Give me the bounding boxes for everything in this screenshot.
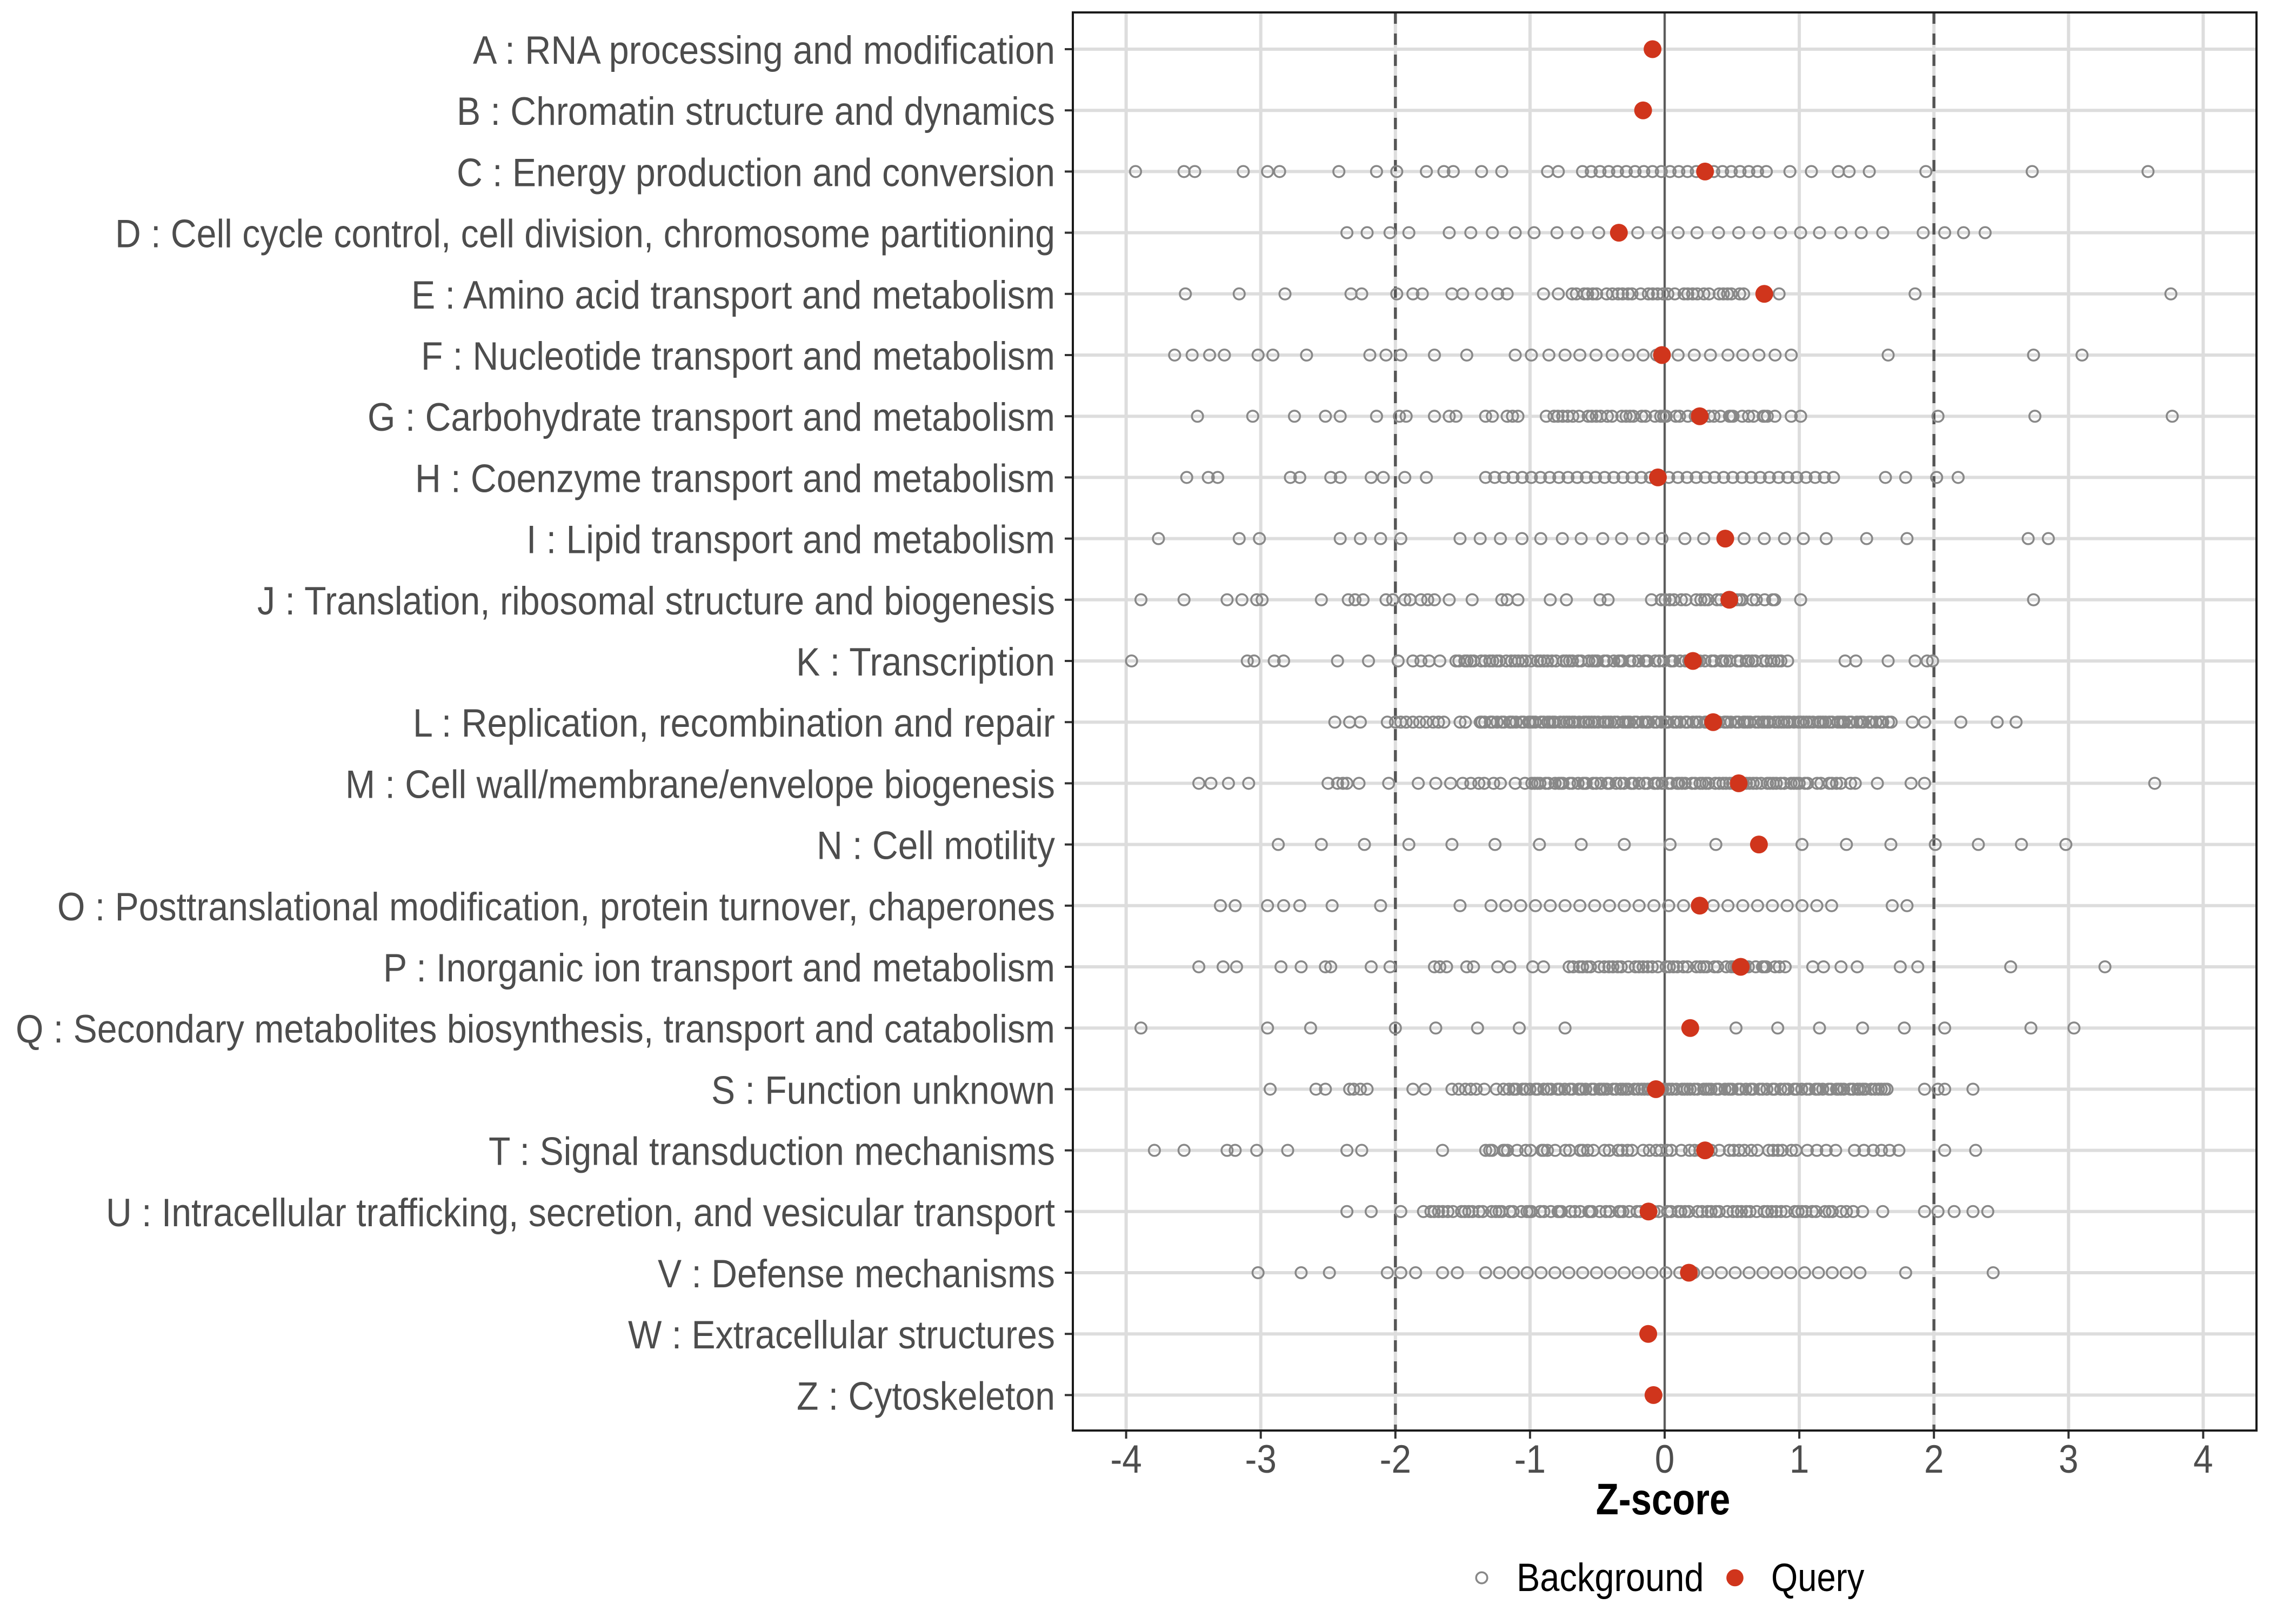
svg-text:Z-score: Z-score — [1596, 1475, 1731, 1524]
svg-text:3: 3 — [2059, 1438, 2079, 1481]
svg-text:U : Intracellular trafficking,: U : Intracellular trafficking, secretion… — [106, 1191, 1055, 1235]
svg-text:-2: -2 — [1380, 1438, 1411, 1481]
svg-text:0: 0 — [1655, 1438, 1675, 1481]
svg-text:B : Chromatin structure and dy: B : Chromatin structure and dynamics — [457, 90, 1055, 133]
svg-text:W : Extracellular structures: W : Extracellular structures — [628, 1313, 1055, 1357]
svg-text:Query: Query — [1771, 1556, 1865, 1600]
svg-text:S : Function unknown: S : Function unknown — [711, 1068, 1055, 1112]
svg-text:-1: -1 — [1514, 1438, 1546, 1481]
svg-text:Q : Secondary metabolites bios: Q : Secondary metabolites biosynthesis, … — [16, 1007, 1055, 1051]
svg-text:F : Nucleotide transport and m: F : Nucleotide transport and metabolism — [421, 335, 1055, 378]
svg-text:Z : Cytoskeleton: Z : Cytoskeleton — [797, 1374, 1055, 1418]
svg-text:H : Coenzyme transport and met: H : Coenzyme transport and metabolism — [415, 457, 1055, 500]
svg-text:P : Inorganic ion transport an: P : Inorganic ion transport and metaboli… — [383, 946, 1055, 990]
svg-text:1: 1 — [1790, 1438, 1810, 1481]
svg-text:E : Amino acid transport and m: E : Amino acid transport and metabolism — [411, 273, 1055, 317]
svg-text:4: 4 — [2193, 1438, 2213, 1481]
svg-text:V : Defense mechanisms: V : Defense mechanisms — [658, 1252, 1055, 1296]
svg-text:D : Cell cycle control, cell d: D : Cell cycle control, cell division, c… — [115, 212, 1055, 256]
svg-text:A : RNA processing and modific: A : RNA processing and modification — [473, 29, 1055, 72]
svg-text:2: 2 — [1924, 1438, 1944, 1481]
svg-text:J : Translation, ribosomal str: J : Translation, ribosomal structure and… — [257, 579, 1055, 623]
svg-text:M : Cell wall/membrane/envelop: M : Cell wall/membrane/envelope biogenes… — [345, 763, 1055, 806]
svg-text:O : Posttranslational modifica: O : Posttranslational modification, prot… — [57, 885, 1055, 929]
svg-text:T : Signal transduction mechan: T : Signal transduction mechanisms — [489, 1130, 1055, 1174]
svg-text:-4: -4 — [1110, 1438, 1141, 1481]
svg-text:I : Lipid transport and metabo: I : Lipid transport and metabolism — [526, 518, 1055, 562]
svg-text:N : Cell motility: N : Cell motility — [817, 824, 1055, 868]
svg-text:G : Carbohydrate transport and: G : Carbohydrate transport and metabolis… — [368, 396, 1055, 439]
svg-text:C : Energy production and conv: C : Energy production and conversion — [457, 151, 1055, 195]
svg-text:Background: Background — [1517, 1556, 1704, 1600]
svg-text:L : Replication, recombination: L : Replication, recombination and repai… — [413, 701, 1055, 745]
svg-text:K : Transcription: K : Transcription — [796, 640, 1055, 684]
svg-text:-3: -3 — [1245, 1438, 1277, 1481]
